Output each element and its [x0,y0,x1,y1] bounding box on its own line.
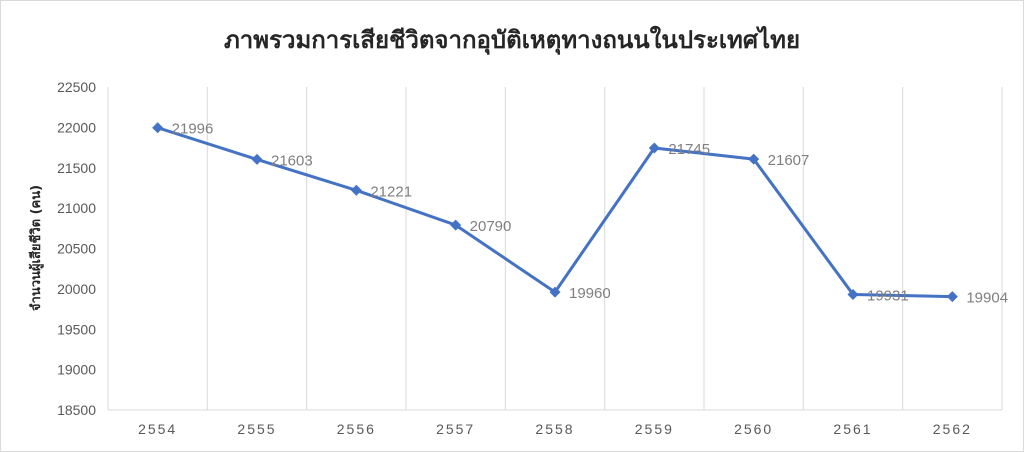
data-label: 19904 [966,290,1008,307]
x-tick-label: 2559 [635,421,674,437]
data-label: 21996 [172,121,214,138]
x-tick-label: 2558 [535,421,574,437]
x-tick-label: 2560 [734,421,773,437]
y-tick-label: 21500 [57,160,96,176]
y-tick-label: 22000 [57,119,96,135]
data-label: 21221 [370,183,412,200]
x-tick-label: 2562 [933,421,972,437]
data-point-marker [252,154,263,165]
y-tick-label: 20000 [57,281,96,297]
y-tick-label: 20500 [57,241,96,257]
y-tick-label: 21000 [57,200,96,216]
x-tick-label: 2554 [138,421,177,437]
y-tick-label: 18500 [57,402,96,418]
data-point-marker [351,185,362,196]
data-label: 21607 [768,152,810,169]
data-label: 20790 [470,218,512,235]
data-label: 21745 [668,141,710,158]
y-tick-label: 19000 [57,362,96,378]
data-label: 21603 [271,152,313,169]
data-point-marker [947,291,958,302]
data-label: 19931 [867,287,909,304]
y-axis-label: จำนวนผู้เสียชีวิต (คน) [28,185,44,311]
x-tick-label: 2557 [436,421,475,437]
x-tick-label: 2556 [337,421,376,437]
y-tick-label: 22500 [57,79,96,95]
y-tick-label: 19500 [57,321,96,337]
chart-title: ภาพรวมการเสียชีวิตจากอุบัติเหตุทางถนนในป… [224,25,800,56]
x-tick-label: 2561 [833,421,872,437]
x-tick-label: 2555 [237,421,276,437]
data-label: 19960 [569,285,611,302]
data-point-marker [152,122,163,133]
